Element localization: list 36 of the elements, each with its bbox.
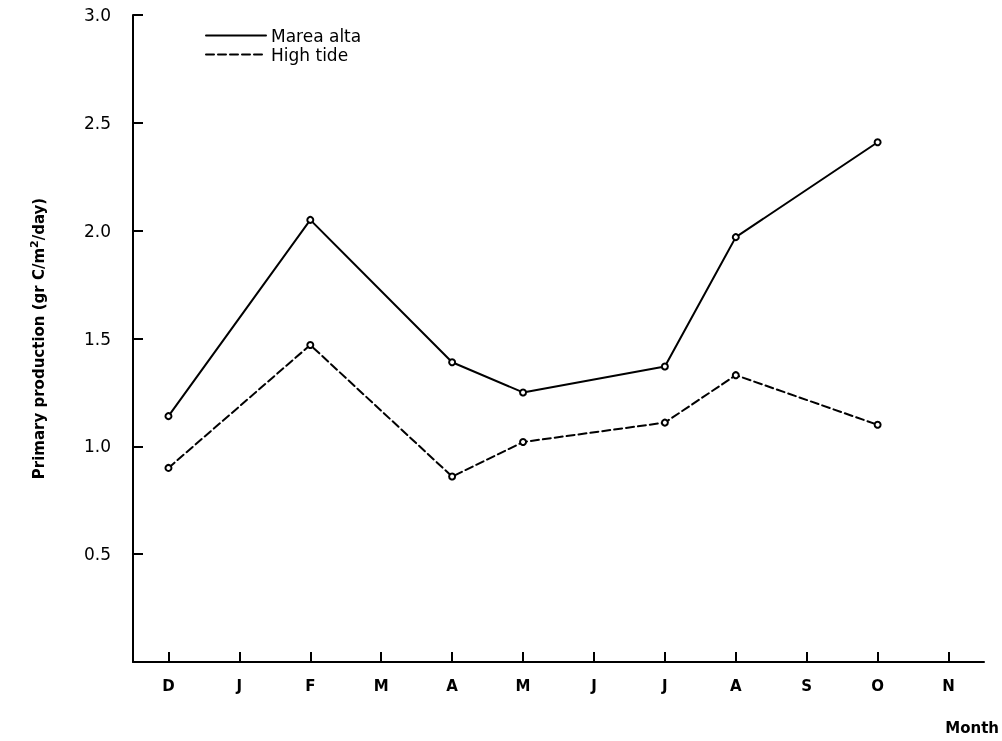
y-tick-label: 2.5: [83, 112, 111, 133]
point: [164, 463, 173, 472]
y-tick-label: 1.5: [83, 328, 111, 349]
x-tick-label: D: [162, 676, 175, 695]
point: [164, 412, 173, 421]
legend-label: High tide: [271, 44, 349, 65]
x-tick-label: O: [871, 676, 885, 695]
point: [306, 340, 315, 349]
y-tick-label: 1.0: [83, 436, 111, 457]
x-tick-label: M: [373, 676, 389, 695]
legend-label: Marea alta: [271, 25, 362, 46]
y-axis-title: Primary production (gr C/m2/day): [28, 197, 48, 480]
point: [519, 438, 528, 447]
x-tick-label: F: [305, 676, 316, 695]
x-tick-label: N: [942, 676, 955, 695]
x-tick-label: A: [446, 676, 459, 695]
x-tick-label: J: [235, 676, 243, 695]
x-axis-title: Month: [945, 718, 999, 737]
x-tick-label: J: [661, 676, 668, 695]
y-tick-label: 3.0: [83, 5, 111, 25]
y-tick-label: 2.0: [83, 220, 111, 241]
x-tick-label: A: [729, 676, 742, 695]
point: [731, 233, 740, 242]
x-tick-label: M: [515, 676, 531, 695]
point: [873, 420, 882, 429]
x-tick-label: S: [801, 676, 813, 695]
point: [731, 371, 740, 380]
x-tick-label: J: [590, 676, 597, 695]
point: [873, 138, 882, 147]
point: [519, 388, 528, 397]
point: [448, 358, 457, 367]
point: [448, 472, 457, 481]
point: [306, 215, 315, 224]
point: [660, 418, 669, 427]
y-tick-label: 0.5: [83, 544, 111, 565]
point: [660, 362, 669, 371]
